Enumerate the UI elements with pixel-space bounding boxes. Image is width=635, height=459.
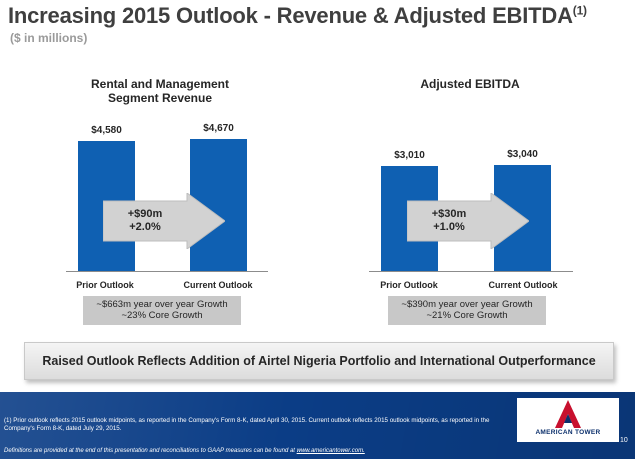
chart1-title-line1: Rental and Management xyxy=(90,77,230,91)
chart1-title-line2: Segment Revenue xyxy=(107,91,213,105)
chart1-x-axis xyxy=(66,271,268,272)
chart2-growth-line2: ~21% Core Growth xyxy=(426,310,508,321)
definitions-link[interactable]: www.americantower.com. xyxy=(296,448,365,454)
outlook-banner: Raised Outlook Reflects Addition of Airt… xyxy=(24,342,614,380)
chart2-growth-line1: ~$390m year over year Growth xyxy=(401,299,533,310)
chart1-x-label-current: Current Outlook xyxy=(183,280,253,290)
page-title-footnote-marker: (1) xyxy=(572,3,587,18)
chart1-change-arrow: +$90m +2.0% xyxy=(102,192,226,250)
chart1-title: Rental and Management Segment Revenue xyxy=(60,77,260,105)
logo-text: AMERICAN TOWER xyxy=(535,429,601,436)
chart2-change-percent: +1.0% xyxy=(433,221,465,233)
page-title: Increasing 2015 Outlook - Revenue & Adju… xyxy=(8,3,587,29)
chart2-arrow-icon xyxy=(406,192,530,250)
definitions-note: Definitions are provided at the end of t… xyxy=(4,448,564,454)
chart1-growth-line2: ~23% Core Growth xyxy=(121,310,203,321)
chart2-title: Adjusted EBITDA xyxy=(370,77,570,91)
chart1-growth-line1: ~$663m year over year Growth xyxy=(96,299,228,310)
chart2-change-amount: +$30m xyxy=(431,208,467,220)
tower-logo-icon xyxy=(555,400,581,428)
chart2-x-label-prior: Prior Outlook xyxy=(380,280,438,290)
chart1-value-label-current: $4,670 xyxy=(203,123,234,134)
chart2-change-arrow: +$30m +1.0% xyxy=(406,192,530,250)
chart2-x-axis xyxy=(369,271,573,272)
chart1-value-label-prior: $4,580 xyxy=(91,125,122,136)
page-number: 10 xyxy=(620,437,628,444)
page-subtitle: ($ in millions) xyxy=(10,31,88,45)
footnote: (1) Prior outlook reflects 2015 outlook … xyxy=(4,417,490,432)
chart1-x-label-prior: Prior Outlook xyxy=(76,280,134,290)
chart2-title-line1: Adjusted EBITDA xyxy=(420,77,520,91)
chart2-value-label-prior: $3,010 xyxy=(394,150,425,161)
chart1-change-percent: +2.0% xyxy=(129,221,161,233)
chart1-change-amount: +$90m xyxy=(127,208,163,220)
chart1-growth-box: ~$663m year over year Growth ~23% Core G… xyxy=(83,296,241,325)
definitions-text: Definitions are provided at the end of t… xyxy=(4,448,297,454)
american-tower-logo: AMERICAN TOWER xyxy=(517,398,619,442)
chart2-x-label-current: Current Outlook xyxy=(488,280,558,290)
chart2-change-text: +$30m +1.0% xyxy=(407,193,491,249)
chart1-arrow-icon xyxy=(102,192,226,250)
chart2-growth-box: ~$390m year over year Growth ~21% Core G… xyxy=(388,296,546,325)
chart1-change-text: +$90m +2.0% xyxy=(103,193,187,249)
page-title-text: Increasing 2015 Outlook - Revenue & Adju… xyxy=(8,3,573,28)
chart2-value-label-current: $3,040 xyxy=(507,149,538,160)
